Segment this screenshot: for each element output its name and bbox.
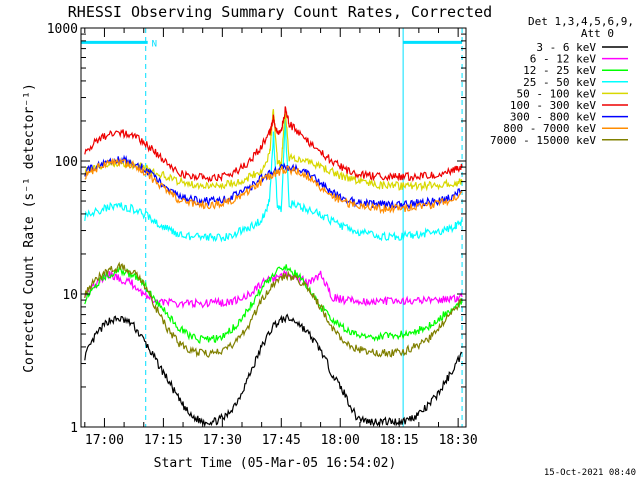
legend-entry-label-7: 800 - 7000 keV	[503, 122, 596, 135]
series-line-0	[84, 313, 463, 428]
series-line-3	[84, 117, 463, 243]
x-axis-label: Start Time (05-Mar-05 16:54:02)	[154, 456, 397, 471]
annotations: N	[81, 28, 463, 427]
annotation-label-0: N	[152, 39, 157, 49]
x-tick-label-5: 18:15	[380, 433, 419, 448]
series-line-6	[84, 154, 463, 210]
legend-entry-label-4: 50 - 100 keV	[517, 87, 597, 100]
plot-frame	[80, 27, 467, 428]
legend-header-line-1: Det 1,3,4,5,6,9,	[528, 15, 634, 28]
series-line-5	[84, 106, 463, 184]
legend-header-line-2: Att 0	[581, 27, 614, 40]
x-tick-label-0: 17:00	[85, 433, 124, 448]
x-tick-label-1: 17:15	[144, 433, 183, 448]
legend-entry-label-3: 25 - 50 keV	[523, 76, 596, 89]
legend-entry-label-6: 300 - 800 keV	[510, 111, 596, 124]
x-tick-label-3: 17:45	[262, 433, 301, 448]
series-line-8	[84, 261, 463, 358]
series-line-7	[84, 157, 463, 215]
series-layer	[84, 106, 463, 428]
legend-entry-label-2: 12 - 25 keV	[523, 64, 596, 77]
x-axis: 17:00 17:15 17:30 17:45 18:00 18:15 18:30	[84, 28, 478, 448]
x-tick-label-4: 18:00	[321, 433, 360, 448]
legend-entry-label-5: 100 - 300 keV	[510, 99, 596, 112]
footer-date: 15-Oct-2021 08:40	[544, 468, 636, 478]
y-tick-label-3: 1000	[47, 22, 78, 37]
x-tick-label-2: 17:30	[203, 433, 242, 448]
chart-title: RHESSI Observing Summary Count Rates, Co…	[68, 3, 492, 21]
y-axis: 1 10 100 1000	[47, 22, 466, 436]
legend-entry-label-0: 3 - 6 keV	[536, 41, 596, 54]
y-tick-label-1: 10	[62, 288, 78, 303]
y-tick-label-2: 100	[55, 155, 78, 170]
y-tick-label-0: 1	[70, 421, 78, 436]
plot-area: N 1 10 100 1000 17:00 17:15 17:30 17:45 18:00 18…	[47, 22, 478, 448]
x-tick-label-6: 18:30	[439, 433, 478, 448]
y-axis-label: Corrected Count Rate (s⁻¹ detector⁻¹)	[22, 83, 37, 373]
legend-entry-label-1: 6 - 12 keV	[530, 53, 597, 66]
legend-entry-label-8: 7000 - 15000 keV	[490, 134, 596, 147]
